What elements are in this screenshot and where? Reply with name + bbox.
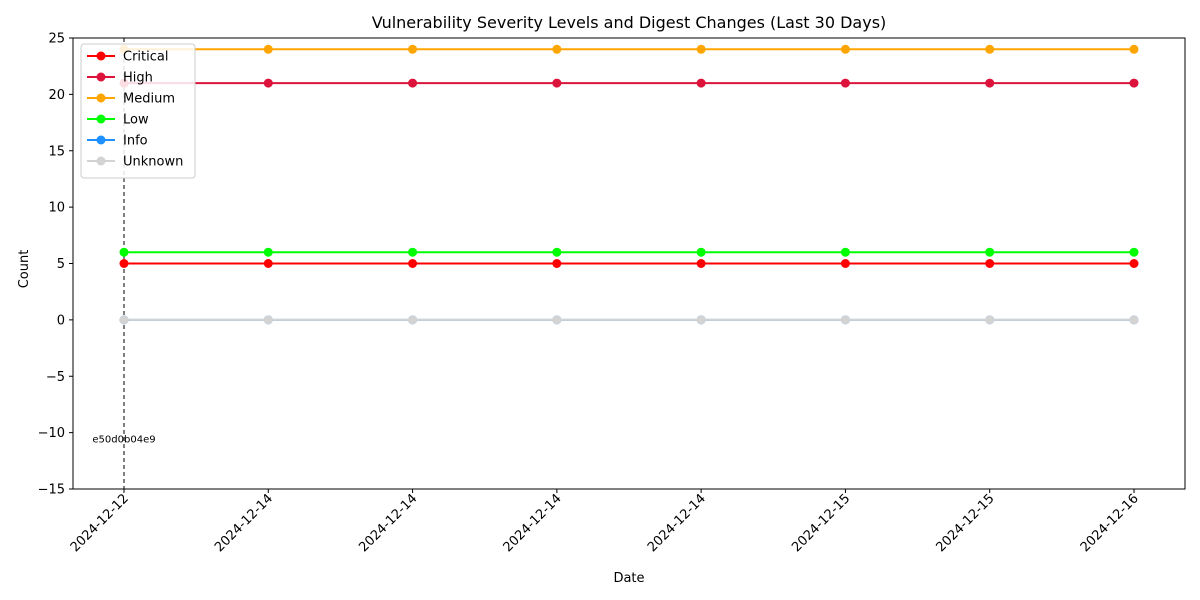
annotation-label: e50d0b04e9 xyxy=(92,434,155,445)
data-point-medium xyxy=(263,44,273,54)
y-tick-label: −15 xyxy=(38,483,65,498)
data-point-low xyxy=(840,247,850,257)
data-point-unknown xyxy=(263,315,273,325)
data-point-low xyxy=(552,247,562,257)
data-point-critical xyxy=(1129,259,1139,268)
x-tick-label: 2024-12-16 xyxy=(1078,491,1142,555)
legend-swatch-marker xyxy=(96,93,106,103)
data-point-high xyxy=(552,78,562,88)
data-point-critical xyxy=(263,259,273,268)
x-tick-label: 2024-12-14 xyxy=(645,491,709,555)
data-point-low xyxy=(696,247,706,257)
data-point-unknown xyxy=(552,315,562,325)
chart-title: Vulnerability Severity Levels and Digest… xyxy=(372,13,887,32)
x-tick-label: 2024-12-14 xyxy=(356,491,420,555)
x-tick-label: 2024-12-12 xyxy=(68,491,132,555)
data-point-critical xyxy=(696,259,706,268)
data-point-low xyxy=(985,247,995,257)
data-point-low xyxy=(263,247,273,257)
data-point-medium xyxy=(985,44,995,54)
y-tick-label: 0 xyxy=(57,313,65,328)
x-tick-label: 2024-12-14 xyxy=(501,491,565,555)
data-point-high xyxy=(840,78,850,88)
legend-label: Medium xyxy=(123,92,175,107)
data-point-critical xyxy=(119,259,129,268)
legend-swatch-marker xyxy=(96,135,106,145)
legend-label: Unknown xyxy=(123,155,183,170)
data-point-critical xyxy=(408,259,418,268)
legend-swatch-marker xyxy=(96,114,106,124)
data-point-unknown xyxy=(119,315,129,325)
x-axis-label: Date xyxy=(613,571,644,586)
data-point-high xyxy=(1129,78,1139,88)
y-tick-label: 5 xyxy=(57,257,65,272)
y-tick-label: 20 xyxy=(48,88,65,103)
legend-swatch-marker xyxy=(96,72,106,82)
legend-label: Info xyxy=(123,134,148,149)
data-point-unknown xyxy=(1129,315,1139,325)
legend-label: Critical xyxy=(123,50,168,65)
data-point-medium xyxy=(552,44,562,54)
data-point-high xyxy=(408,78,418,88)
y-axis-label: Count xyxy=(17,250,32,289)
data-point-unknown xyxy=(840,315,850,325)
data-point-critical xyxy=(985,259,995,268)
data-point-low xyxy=(119,247,129,257)
y-tick-label: −5 xyxy=(46,370,65,385)
x-tick-label: 2024-12-14 xyxy=(212,491,276,555)
data-point-medium xyxy=(840,44,850,54)
data-point-unknown xyxy=(696,315,706,325)
axes: −15 −10 −5 0 5 10 15 20 25 2024-12-12 2024-12-14 20… xyxy=(38,32,1186,555)
data-point-medium xyxy=(696,44,706,54)
x-tick-label: 2024-12-15 xyxy=(789,491,853,555)
legend-label: Low xyxy=(123,113,149,128)
plot-area: e50d0b04e9 xyxy=(92,38,1139,489)
x-tick-label: 2024-12-15 xyxy=(934,491,998,555)
data-point-low xyxy=(1129,247,1139,257)
data-point-high xyxy=(985,78,995,88)
data-point-medium xyxy=(408,44,418,54)
legend: Critical High Medium Low Info Unknown xyxy=(80,43,196,179)
data-point-high xyxy=(263,78,273,88)
data-point-critical xyxy=(552,259,562,268)
data-point-high xyxy=(696,78,706,88)
y-tick-label: 25 xyxy=(48,32,65,47)
data-point-critical xyxy=(840,259,850,268)
y-tick-label: 10 xyxy=(48,201,65,216)
data-point-medium xyxy=(1129,44,1139,54)
data-point-low xyxy=(408,247,418,257)
data-point-unknown xyxy=(408,315,418,325)
legend-label: High xyxy=(123,71,153,86)
y-tick-label: 15 xyxy=(48,144,65,159)
data-point-unknown xyxy=(985,315,995,325)
y-tick-label: −10 xyxy=(38,426,65,441)
legend-swatch-marker xyxy=(96,51,106,61)
legend-swatch-marker xyxy=(96,156,106,166)
